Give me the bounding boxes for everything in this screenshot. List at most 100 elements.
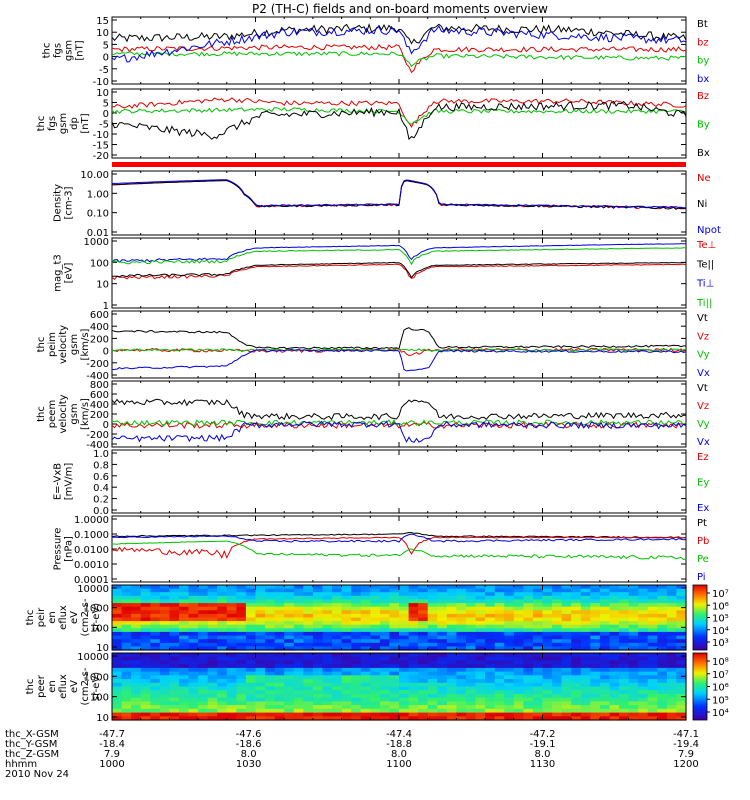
spectrogram-cell xyxy=(236,693,247,699)
spectrogram-cell xyxy=(245,592,257,597)
spectrogram-cell xyxy=(466,628,477,633)
time-axis-tick-x: -47.1 xyxy=(673,729,699,740)
spectrogram-cell xyxy=(389,675,400,680)
spectrogram-cell xyxy=(427,656,438,661)
spectrogram-cell xyxy=(504,646,515,651)
spectrogram-cell xyxy=(475,690,486,695)
spectrogram-cell xyxy=(150,628,161,633)
spectrogram-cell xyxy=(389,621,400,626)
spectrogram-cell xyxy=(466,693,477,699)
spectrogram-cell xyxy=(676,588,687,593)
spectrogram-cell xyxy=(427,675,438,680)
spectrogram-cell xyxy=(188,653,199,658)
spectrogram-cell xyxy=(599,697,611,702)
spectrogram-cell xyxy=(666,697,678,702)
y-tick-label: 100 xyxy=(90,693,109,704)
spectrogram-cell xyxy=(666,592,678,597)
spectrogram-cell xyxy=(676,624,687,629)
spectrogram-cell xyxy=(360,716,371,721)
spectrogram-cell xyxy=(245,617,257,622)
spectrogram-cell xyxy=(112,603,123,608)
spectrogram-cell xyxy=(169,621,180,626)
spectrogram-cell xyxy=(226,716,237,721)
spectrogram-cell xyxy=(188,624,199,629)
legend-entry: Vx xyxy=(697,368,710,379)
spectrogram-cell xyxy=(676,671,687,676)
spectrogram-cell xyxy=(284,701,295,706)
spectrogram-cell xyxy=(628,642,639,647)
spectrogram-cell xyxy=(226,621,237,626)
spectrogram-cell xyxy=(274,628,285,633)
spectrogram-cell xyxy=(150,624,161,629)
spectrogram-cell xyxy=(179,675,190,680)
spectrogram-cell xyxy=(140,697,151,702)
spectrogram-cell xyxy=(628,716,639,721)
spectrogram-cell xyxy=(485,639,496,644)
spectrogram-cell xyxy=(236,716,247,721)
spectrogram-cell xyxy=(437,631,448,637)
spectrogram-cell xyxy=(408,682,419,688)
spectrogram-cell xyxy=(207,635,218,640)
spectrogram-cell xyxy=(332,705,343,710)
spectrogram-cell xyxy=(265,705,276,710)
spectrogram-cell xyxy=(619,701,630,706)
spectrogram-cell xyxy=(418,712,429,717)
spectrogram-cell xyxy=(676,585,687,590)
spectrogram-cell xyxy=(599,610,611,615)
spectrogram-cell xyxy=(408,592,419,597)
spectrogram-cell xyxy=(284,679,295,684)
series-line-vt xyxy=(111,327,686,350)
spectrogram-cell xyxy=(446,653,457,658)
spectrogram-cell xyxy=(179,653,190,658)
spectrogram-cell xyxy=(542,664,553,669)
spectrogram-cell xyxy=(408,595,419,600)
spectrogram-cell xyxy=(599,712,611,717)
spectrogram-cell xyxy=(571,667,582,673)
spectrogram-cell xyxy=(523,690,534,695)
spectrogram-cell xyxy=(399,705,410,710)
spectrogram-cell xyxy=(666,708,678,714)
spectrogram-cell xyxy=(657,682,668,688)
spectrogram-cell xyxy=(666,656,678,661)
spectrogram-cell xyxy=(504,708,515,714)
spectrogram-cell xyxy=(312,671,324,676)
spectrogram-cell xyxy=(112,686,123,691)
spectrogram-cell xyxy=(255,667,266,673)
spectrogram-cell xyxy=(169,686,180,691)
spectrogram-cell xyxy=(513,642,524,647)
spectrogram-cell xyxy=(121,671,132,676)
spectrogram-cell xyxy=(179,603,190,608)
spectrogram-cell xyxy=(657,599,668,604)
spectrogram-cell xyxy=(198,585,209,590)
y-tick-label: 10 xyxy=(96,28,109,39)
spectrogram-cell xyxy=(245,646,257,651)
spectrogram-cell xyxy=(619,653,630,658)
spectrogram-cell xyxy=(456,667,467,673)
spectrogram-cell xyxy=(647,667,658,673)
spectrogram-cell xyxy=(207,599,218,604)
spectrogram-cell xyxy=(255,617,266,622)
spectrogram-cell xyxy=(542,656,553,661)
colorbar-tick-label: 10⁶ xyxy=(712,683,729,694)
spectrogram-cell xyxy=(513,686,524,691)
spectrogram-cell xyxy=(657,588,668,593)
spectrogram-cell xyxy=(217,675,228,680)
spectrogram-cell xyxy=(112,628,123,633)
spectrogram-cell xyxy=(389,716,400,721)
spectrogram-cell xyxy=(140,642,151,647)
spectrogram-cell xyxy=(590,613,601,619)
spectrogram-cell xyxy=(408,686,419,691)
time-axis-tick-t: 1200 xyxy=(673,759,698,770)
spectrogram-cell xyxy=(341,686,352,691)
spectrogram-cell xyxy=(351,606,362,611)
spectrogram-cell xyxy=(657,660,668,665)
spectrogram-cell xyxy=(571,595,582,600)
spectrogram-cell xyxy=(379,656,391,661)
spectrogram-cell xyxy=(475,624,486,629)
spectrogram-cell xyxy=(628,705,639,710)
spectrogram-cell xyxy=(341,701,352,706)
spectrogram-cell xyxy=(666,712,678,717)
series-line-vt xyxy=(111,398,687,421)
spectrogram-cell xyxy=(446,585,457,590)
